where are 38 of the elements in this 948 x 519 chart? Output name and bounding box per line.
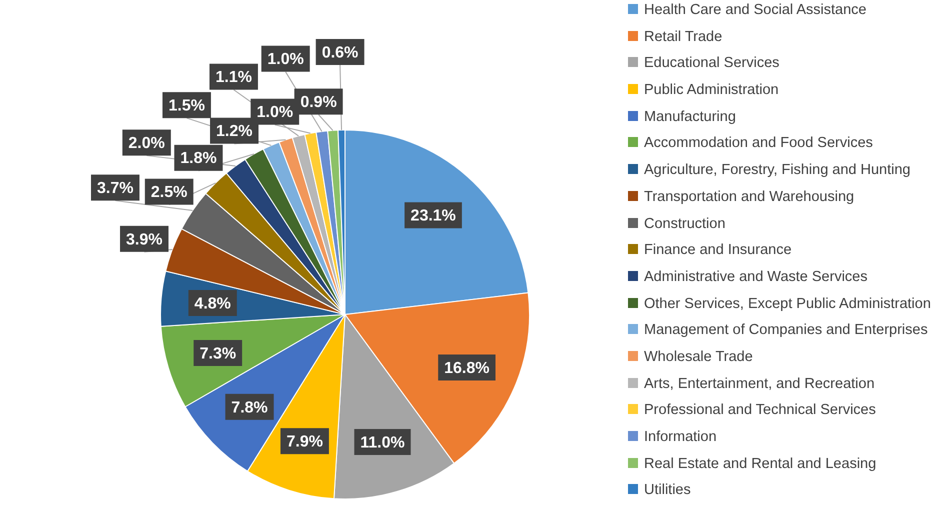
data-label: 3.9%: [126, 231, 162, 248]
legend-label: Public Administration: [644, 82, 779, 98]
legend-label: Arts, Entertainment, and Recreation: [644, 376, 875, 392]
data-label: 1.8%: [180, 150, 217, 168]
legend-label: Retail Trade: [644, 28, 722, 45]
legend-label: Construction: [644, 216, 726, 232]
legend-label: Other Services, Except Public Administration: [644, 296, 931, 312]
data-label: 2.5%: [150, 184, 188, 202]
legend-label: Wholesale Trade: [644, 348, 753, 365]
data-label: 1.2%: [216, 123, 252, 140]
data-label: 11.0%: [360, 434, 405, 452]
data-label: 4.8%: [194, 295, 231, 312]
legend-label: Real Estate and Rental and Leasing: [644, 456, 876, 472]
legend-label: Finance and Insurance: [644, 242, 792, 258]
legend-label: Health Care and Social Assistance: [644, 2, 866, 18]
legend-label: Transportation and Warehousing: [644, 188, 854, 205]
legend-label: Administrative and Waste Services: [644, 268, 868, 285]
legend-label: Educational Services: [644, 55, 780, 72]
data-label: 7.9%: [286, 433, 323, 450]
data-label: 1.0%: [256, 104, 294, 122]
data-label: 0.6%: [322, 44, 358, 62]
legend-label: Management of Companies and Enterprises: [644, 322, 928, 338]
data-label: 0.9%: [300, 94, 337, 112]
legend-label: Professional and Technical Services: [644, 402, 876, 418]
data-label: 2.0%: [128, 134, 165, 152]
legend-label: Manufacturing: [644, 108, 736, 125]
legend-label: Utilities: [644, 482, 691, 498]
legend-label: Agriculture, Forestry, Fishing and Hunting: [644, 162, 910, 178]
data-label: 7.8%: [231, 399, 268, 416]
data-label: 3.7%: [97, 180, 134, 197]
data-label: 7.3%: [200, 345, 236, 362]
data-label: 1.5%: [168, 97, 205, 114]
data-label: 1.1%: [215, 69, 252, 86]
legend-label: Accommodation and Food Services: [644, 135, 873, 152]
data-label: 16.8%: [444, 360, 490, 377]
data-label: 1.0%: [267, 51, 304, 68]
data-label: 23.1%: [410, 208, 456, 225]
legend-label: Information: [644, 429, 717, 445]
